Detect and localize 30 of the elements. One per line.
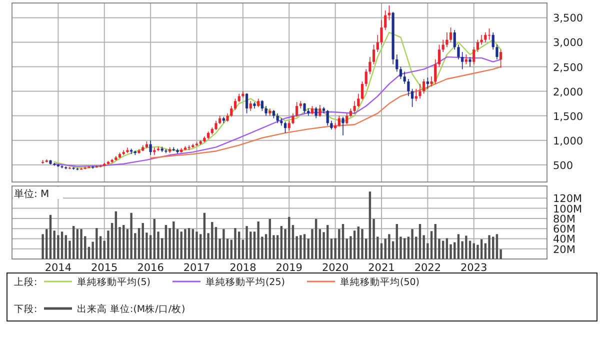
y-tick-label: 80M <box>553 213 576 226</box>
legend-title: 下段: <box>14 303 38 315</box>
y-axis-title: 単位: M <box>14 188 50 200</box>
x-tick-label: 2023 <box>460 262 488 274</box>
x-tick-label: 2015 <box>91 262 118 274</box>
x-tick-label: 2020 <box>322 262 349 274</box>
legend-title: 上段: <box>14 276 38 288</box>
legend-label: 出来高 単位:(M株/口/枚) <box>77 303 186 315</box>
y-tick-label: 40M <box>553 234 576 246</box>
x-tick-label: 2016 <box>137 262 164 274</box>
x-tick-label: 2014 <box>44 262 72 274</box>
y-tick-label: 120M <box>553 193 582 206</box>
y-tick-label: 500 <box>553 160 574 172</box>
y-tick-label: 60M <box>553 224 576 236</box>
y-tick-label: 1,500 <box>553 110 584 123</box>
x-tick-label: 2017 <box>183 262 210 274</box>
legend-label: 単純移動平均(25) <box>205 276 285 288</box>
y-tick-label: 2,000 <box>553 86 584 98</box>
legend-label: 単純移動平均(5) <box>77 276 150 288</box>
y-tick-label: 2,500 <box>553 62 584 74</box>
y-tick-label: 3,000 <box>553 37 584 50</box>
y-tick-label: 100M <box>553 203 582 216</box>
y-tick-label: 1,000 <box>553 135 584 148</box>
y-tick-label: 3,500 <box>553 12 584 25</box>
x-tick-label: 2022 <box>414 262 442 274</box>
x-tick-label: 2021 <box>368 262 395 274</box>
x-tick-label: 2019 <box>276 262 302 274</box>
x-tick-label: 2018 <box>230 262 256 274</box>
y-tick-label: 20M <box>553 244 576 256</box>
legend-label: 単純移動平均(50) <box>340 276 420 288</box>
